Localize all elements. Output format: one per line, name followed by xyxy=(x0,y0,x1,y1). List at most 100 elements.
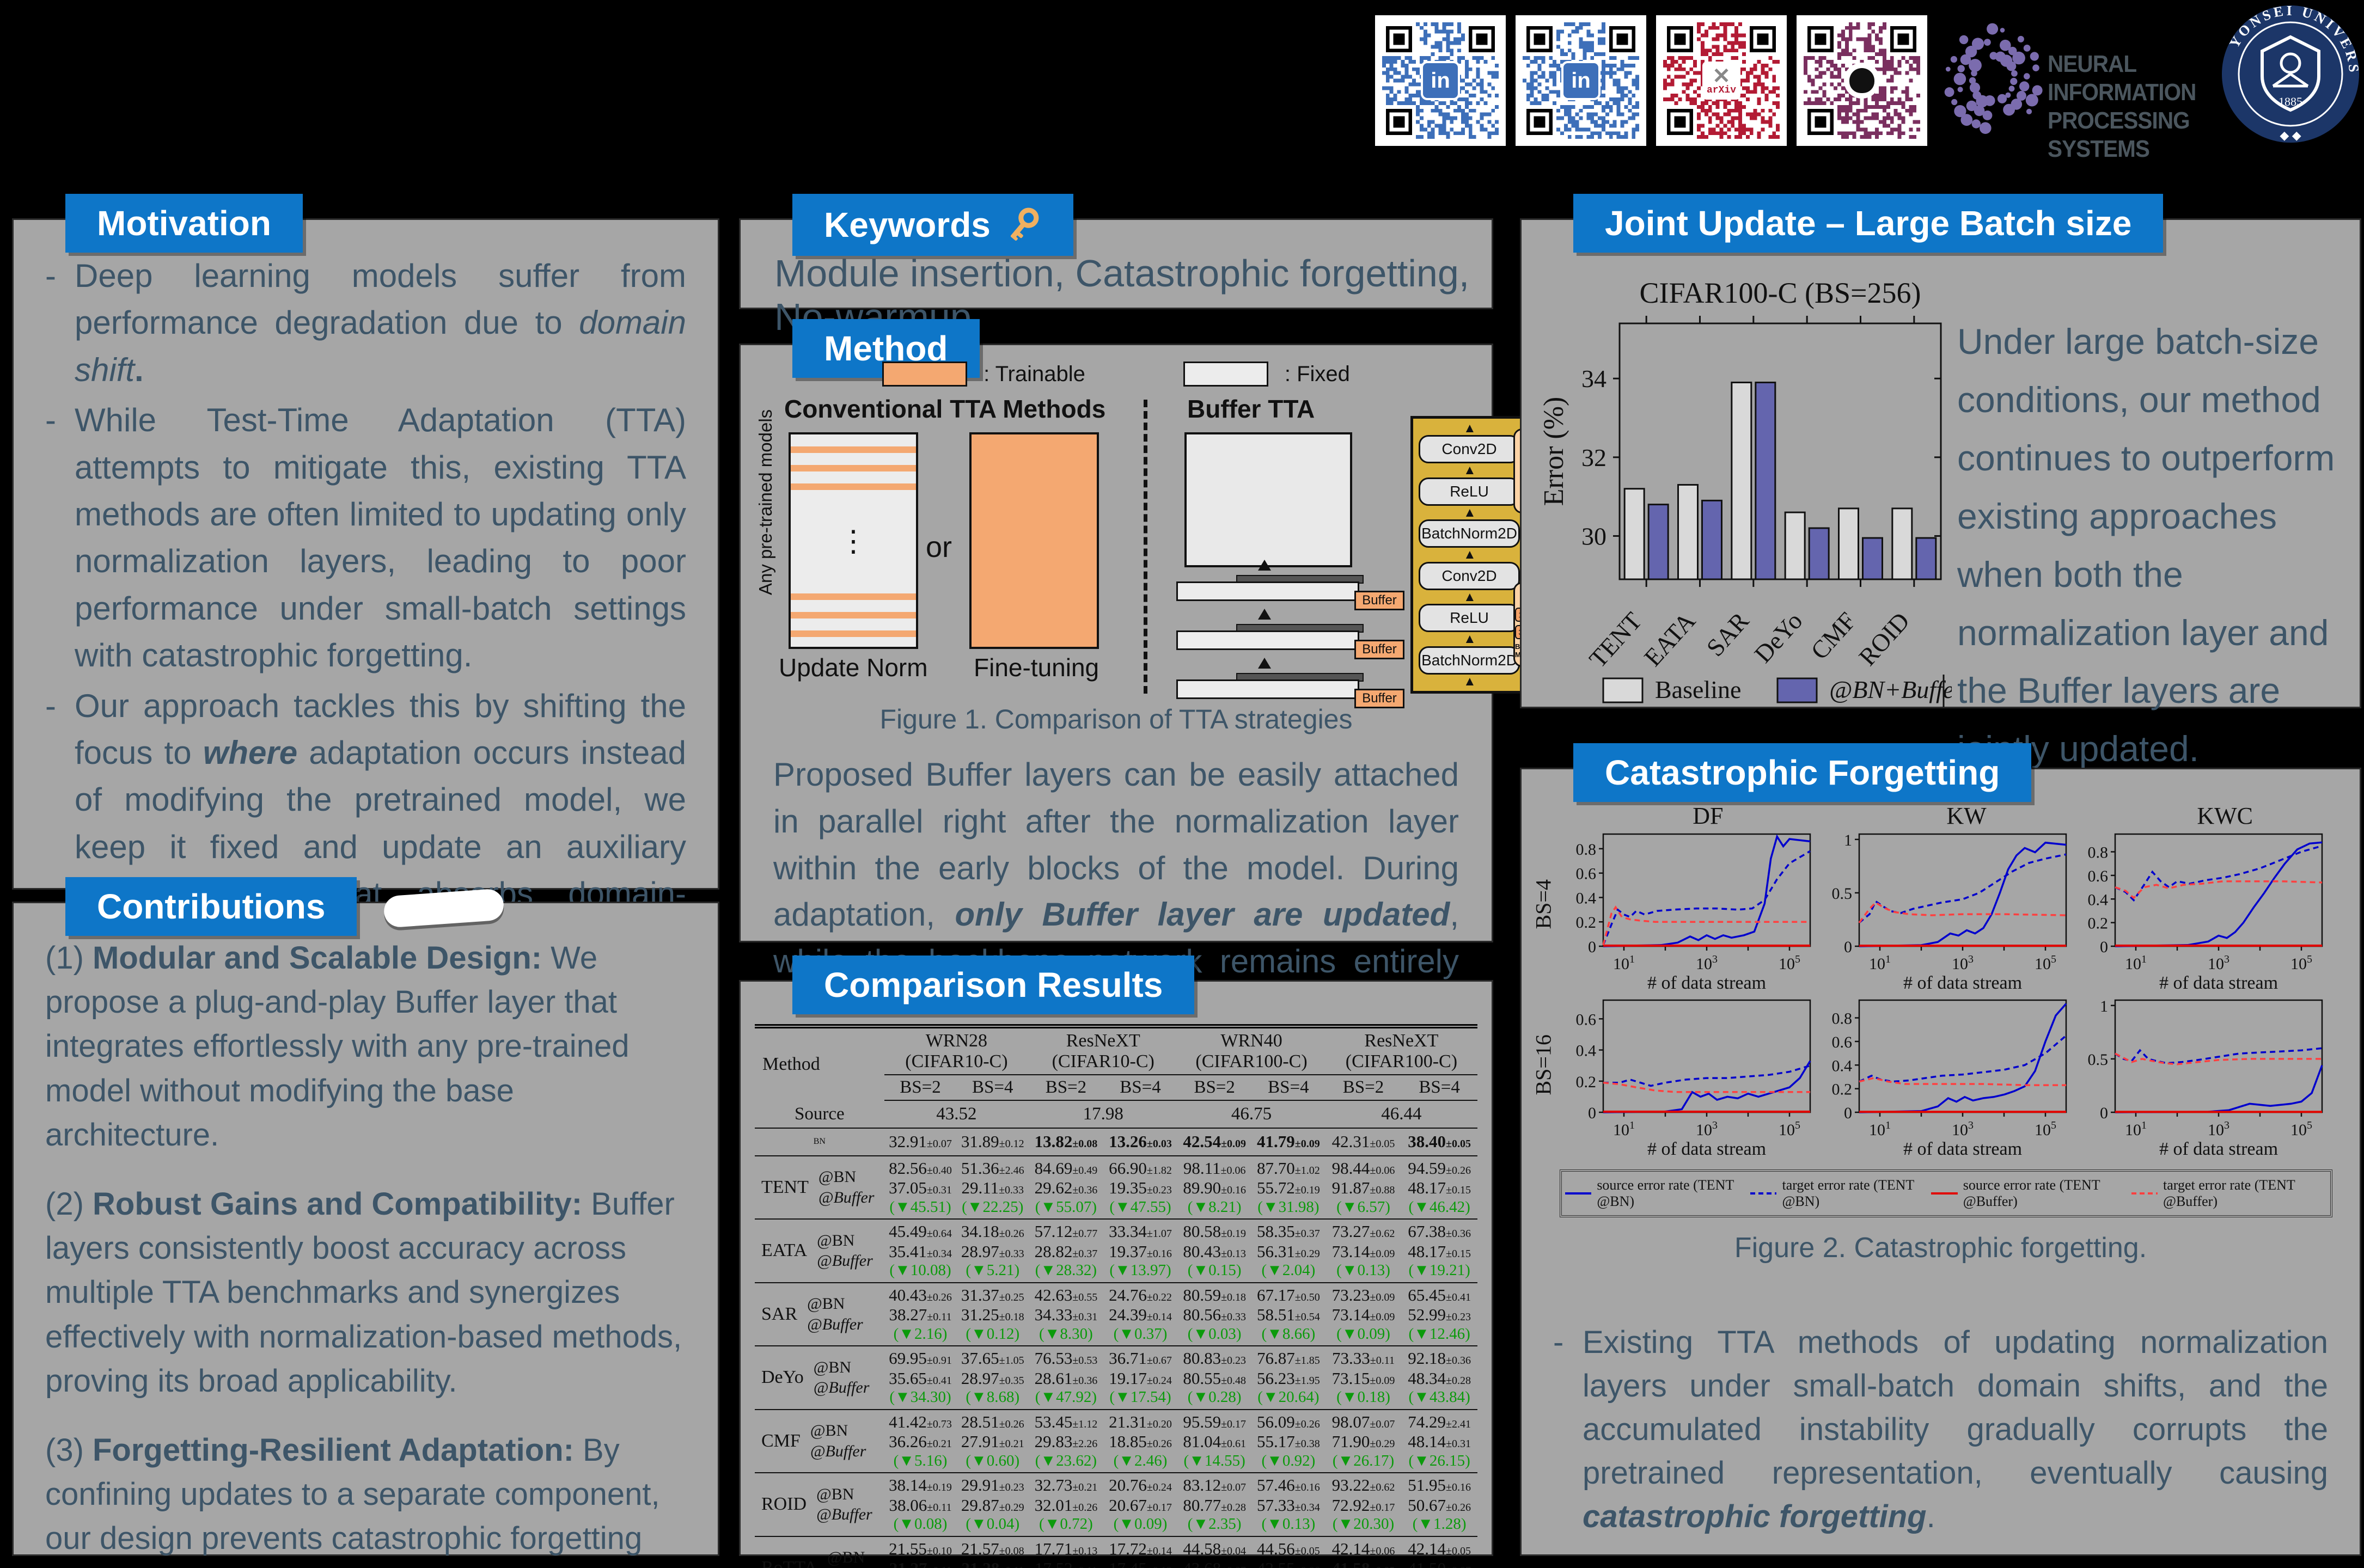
motivation-panel: Motivation - Deep learning models suffer … xyxy=(12,194,719,1006)
github-qr xyxy=(1797,15,1927,146)
layer-conv2d: Conv2D xyxy=(1419,435,1520,464)
layer-batchnorm2d: BatchNorm2D xyxy=(1419,519,1520,548)
list-item: (1) Modular and Scalable Design: We prop… xyxy=(45,940,630,1153)
svg-text:105: 105 xyxy=(2035,953,2056,973)
catastrophic-forgetting-header: Catastrophic Forgetting xyxy=(1573,743,2032,802)
joint-update-text: Under large batch-size conditions, our m… xyxy=(1957,321,2335,769)
comparison-table-wrap: Method WRN28 (CIFAR10-C) ResNeXT (CIFAR10-… xyxy=(755,1024,1477,1568)
figure1-caption: Figure 1. Comparison of TTA strategies xyxy=(879,704,1353,734)
svg-text:0.8: 0.8 xyxy=(1832,1010,1853,1028)
svg-text:103: 103 xyxy=(1696,953,1718,973)
svg-text:SAR: SAR xyxy=(1701,607,1754,661)
neurips-logo: NEURAL INFORMATION PROCESSING SYSTEMS xyxy=(1931,11,2235,162)
svg-text:0: 0 xyxy=(1588,938,1596,956)
arxiv-qr: ✕ arXiv xyxy=(1656,15,1787,146)
linkedin-qr-2-logo-icon: in xyxy=(1561,61,1601,100)
joint-update-title: Joint Update – Large Batch size xyxy=(1605,204,2132,243)
update-norm-model: ⋮ xyxy=(789,432,918,649)
svg-text:# of data stream: # of data stream xyxy=(1647,1139,1766,1159)
trainable-swatch xyxy=(882,362,968,387)
svg-text:# of data stream: # of data stream xyxy=(2159,1139,2278,1159)
fine-tuning-model xyxy=(969,432,1099,649)
forgetting-bullets: - Existing TTA methods of updating normal… xyxy=(1522,1288,2360,1568)
fig2-subplot: 0 0.5 1 101 103 105 # of data stream xyxy=(1816,830,2072,996)
svg-text:103: 103 xyxy=(1952,953,1974,973)
pretrained-models-label: Any pre-trained models xyxy=(755,409,775,595)
buffer-chip: Buffer xyxy=(1354,689,1404,708)
svg-text:0.4: 0.4 xyxy=(1576,1042,1597,1060)
list-item: - While Test-Time Adaptation (TTA) attemp… xyxy=(45,402,686,674)
svg-text:101: 101 xyxy=(2125,1119,2147,1139)
fig2-subplot: 0 0.2 0.4 0.6 0.8 101 103 105 # of data stream xyxy=(1816,996,2072,1162)
figure2-caption: Figure 2. Catastrophic forgetting. xyxy=(1734,1232,2147,1264)
svg-text:0.4: 0.4 xyxy=(1832,1057,1853,1075)
svg-text:101: 101 xyxy=(1869,1119,1891,1139)
svg-text:CMF: CMF xyxy=(1805,607,1861,665)
buffer-tta-title: Buffer TTA xyxy=(1187,395,1315,423)
contributions-title: Contributions xyxy=(97,887,326,926)
svg-text:103: 103 xyxy=(2208,953,2229,973)
list-item: (3) Forgetting-Resilient Adaptation: By … xyxy=(45,1432,663,1568)
figure-2: DF KW KWC BS=4 0 0.2 0.4 0.6 0.8 101 103 105 # of da… xyxy=(1527,802,2354,1217)
neurips-line1: NEURAL INFORMATION xyxy=(2048,51,2196,106)
svg-text:Baseline: Baseline xyxy=(1655,676,1741,703)
svg-text:0: 0 xyxy=(1588,1104,1596,1122)
figure-1: : Trainable : Fixed Conventional TTA Met… xyxy=(755,362,1555,737)
figure1-divider xyxy=(1144,400,1147,694)
svg-text:30: 30 xyxy=(1581,522,1606,550)
svg-text:0.8: 0.8 xyxy=(1576,841,1597,859)
svg-text:101: 101 xyxy=(1869,953,1891,973)
svg-text:# of data stream: # of data stream xyxy=(1903,973,2022,993)
joint-update-bar-chart: CIFAR100-C (BS=256) Error (%) 30 32 34 TENTEA… xyxy=(1538,277,1952,707)
joint-update-header: Joint Update – Large Batch size xyxy=(1573,194,2164,253)
svg-text:0.6: 0.6 xyxy=(1832,1033,1853,1051)
buffer-chip: Buffer xyxy=(1354,591,1404,610)
motivation-header: Motivation xyxy=(65,194,303,253)
svg-text:101: 101 xyxy=(1613,953,1635,973)
list-item: (2) Robust Gains and Compatibility: Buff… xyxy=(45,1186,682,1399)
fig2-col-title: KW xyxy=(1946,803,1987,829)
svg-text:105: 105 xyxy=(2035,1119,2056,1139)
svg-text:105: 105 xyxy=(1779,953,1800,973)
key-icon xyxy=(1010,207,1039,241)
svg-text:0.5: 0.5 xyxy=(2088,1051,2109,1069)
catastrophic-forgetting-title: Catastrophic Forgetting xyxy=(1605,753,2000,792)
layer-conv2d: Conv2D xyxy=(1419,561,1520,590)
yonsei-university-seal: YONSEI UNIVERSITY ◆ ◆ 1885 xyxy=(2214,0,2360,144)
svg-text:DeYo: DeYo xyxy=(1749,607,1807,668)
svg-text:34: 34 xyxy=(1581,365,1606,393)
method-panel: Method : Trainable : Fixed Conventional … xyxy=(739,319,1555,1073)
svg-text:0.5: 0.5 xyxy=(1832,885,1853,903)
fig2-subplot: 0 0.2 0.4 0.6 101 103 105 # of data stream xyxy=(1560,996,1816,1162)
method-title: Method xyxy=(824,329,948,368)
joint-update-panel: Joint Update – Large Batch size CIFAR100… xyxy=(1520,194,2361,769)
conventional-tta-title: Conventional TTA Methods xyxy=(784,395,1106,423)
svg-text:103: 103 xyxy=(1952,1119,1974,1139)
layer-relu: ReLU xyxy=(1419,604,1520,633)
figure1-legend: : Trainable : Fixed xyxy=(762,362,1470,387)
fixed-label: : Fixed xyxy=(1284,362,1350,386)
keywords-title: Keywords xyxy=(824,205,991,244)
or-label: or xyxy=(926,531,952,564)
svg-text:0: 0 xyxy=(1844,938,1852,956)
svg-text:0.4: 0.4 xyxy=(2088,891,2109,909)
svg-text:Error (%): Error (%) xyxy=(1538,397,1569,506)
svg-text:32: 32 xyxy=(1581,444,1606,471)
svg-text:1: 1 xyxy=(1844,831,1852,849)
svg-text:105: 105 xyxy=(2290,1119,2312,1139)
svg-text:TENT: TENT xyxy=(1584,607,1647,673)
fixed-swatch xyxy=(1183,362,1268,387)
comparison-results-header: Comparison Results xyxy=(792,955,1195,1014)
github-qr-logo-icon xyxy=(1844,63,1880,99)
svg-text:0.2: 0.2 xyxy=(1576,1073,1597,1091)
fig2-col-title: DF xyxy=(1693,803,1724,829)
svg-text:103: 103 xyxy=(2208,1119,2229,1139)
buffer-chip: Buffer xyxy=(1354,640,1404,659)
keywords-panel: Keywords Module insertion, Catastrophic … xyxy=(739,194,1493,338)
neurips-line2: PROCESSING SYSTEMS xyxy=(2048,107,2190,162)
comparison-results-title: Comparison Results xyxy=(824,965,1163,1004)
svg-text:105: 105 xyxy=(2290,953,2312,973)
svg-text:# of data stream: # of data stream xyxy=(1647,973,1766,993)
fig2-col-title: KWC xyxy=(2197,803,2253,829)
comparison-table: Method WRN28 (CIFAR10-C) ResNeXT (CIFAR10-… xyxy=(755,1024,1477,1568)
